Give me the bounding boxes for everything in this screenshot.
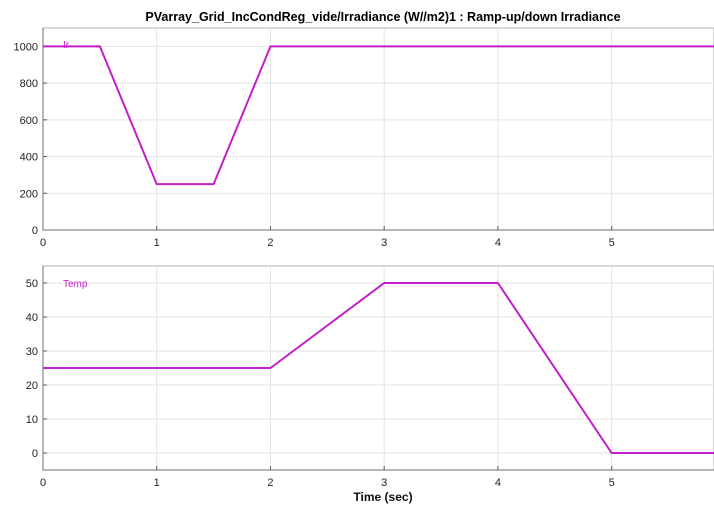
top-y-tick-label: 400 (20, 152, 38, 164)
bottom-x-tick-label: 0 (40, 477, 46, 489)
top-x-tick-label: 2 (267, 237, 273, 249)
bottom-y-tick-label: 0 (32, 448, 38, 460)
top-x-tick-label: 4 (495, 237, 501, 249)
bottom-x-tick-label: 3 (381, 477, 387, 489)
bottom-y-tick-label: 20 (26, 380, 38, 392)
bottom-x-tick-label: 1 (154, 477, 160, 489)
top-axes: 0 1 2 3 4 5 0 200 400 600 800 1000 Ir (14, 27, 714, 249)
bottom-y-tick-label: 30 (26, 346, 38, 358)
bottom-y-tick-label: 50 (26, 278, 38, 290)
bottom-x-tick-label: 2 (267, 477, 273, 489)
bottom-series-line-temp (43, 282, 714, 454)
top-y-tick-label: 800 (20, 78, 38, 90)
bottom-legend-label: Temp (63, 279, 88, 290)
top-y-tick-label: 600 (20, 115, 38, 127)
top-legend-label: Ir (63, 40, 70, 51)
top-x-tick-label: 3 (381, 237, 387, 249)
bottom-x-tick-label: 5 (609, 477, 615, 489)
top-y-tick-label: 1000 (14, 41, 38, 53)
top-x-tick-label: 0 (40, 237, 46, 249)
top-y-tick-label: 200 (20, 188, 38, 200)
top-plot-area (42, 27, 714, 231)
top-y-tick-label: 0 (32, 225, 38, 237)
top-series-line-ir (43, 45, 714, 186)
chart-title: PVarray_Grid_IncCondReg_vide/Irradiance … (145, 10, 620, 24)
top-x-tick-label: 5 (609, 237, 615, 249)
bottom-y-tick-label: 40 (26, 312, 38, 324)
top-x-tick-label: 1 (154, 237, 160, 249)
bottom-x-tick-label: 4 (495, 477, 501, 489)
x-axis-label: Time (sec) (353, 490, 412, 504)
bottom-y-tick-label: 10 (26, 414, 38, 426)
